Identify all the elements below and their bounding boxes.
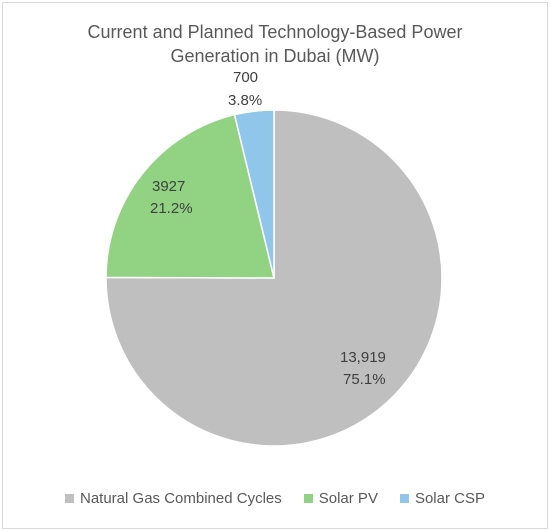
legend-label-solar-csp: Solar CSP	[414, 490, 485, 507]
chart-legend: Natural Gas Combined Cycles Solar PV Sol…	[0, 490, 550, 507]
chart-title-line-2: Generation in Dubai (MW)	[170, 46, 380, 66]
pie-slices	[105, 109, 443, 447]
legend-swatch-solar-pv	[303, 494, 313, 503]
legend-swatch-solar-csp	[399, 494, 409, 503]
slice-value-natural-gas: 13,919	[340, 349, 386, 366]
slice-percent-natural-gas: 75.1%	[343, 371, 386, 388]
legend-label-natural-gas: Natural Gas Combined Cycles	[80, 490, 282, 507]
chart-title: Current and Planned Technology-Based Pow…	[0, 20, 550, 68]
pie-slice-solar-pv	[105, 113, 275, 279]
legend-swatch-natural-gas	[65, 494, 74, 503]
legend-item-solar-csp: Solar CSP	[399, 490, 485, 507]
slice-percent-solar-pv: 21.2%	[150, 200, 193, 217]
pie-slice-solar-csp	[233, 109, 275, 279]
slice-value-solar-csp: 700	[233, 69, 258, 86]
slice-label-solar-csp: 700 3.8%	[228, 69, 262, 109]
slice-percent-solar-csp: 3.8%	[228, 92, 262, 109]
chart-title-line-1: Current and Planned Technology-Based Pow…	[87, 22, 463, 42]
legend-item-solar-pv: Solar PV	[303, 490, 378, 507]
legend-item-natural-gas: Natural Gas Combined Cycles	[65, 490, 282, 507]
legend-label-solar-pv: Solar PV	[318, 490, 378, 507]
slice-label-natural-gas: 13,919 75.1%	[340, 349, 386, 388]
slice-label-solar-pv: 3927 21.2%	[150, 178, 193, 217]
pie-slice-natural-gas	[105, 109, 443, 447]
slice-value-solar-pv: 3927	[152, 178, 185, 195]
